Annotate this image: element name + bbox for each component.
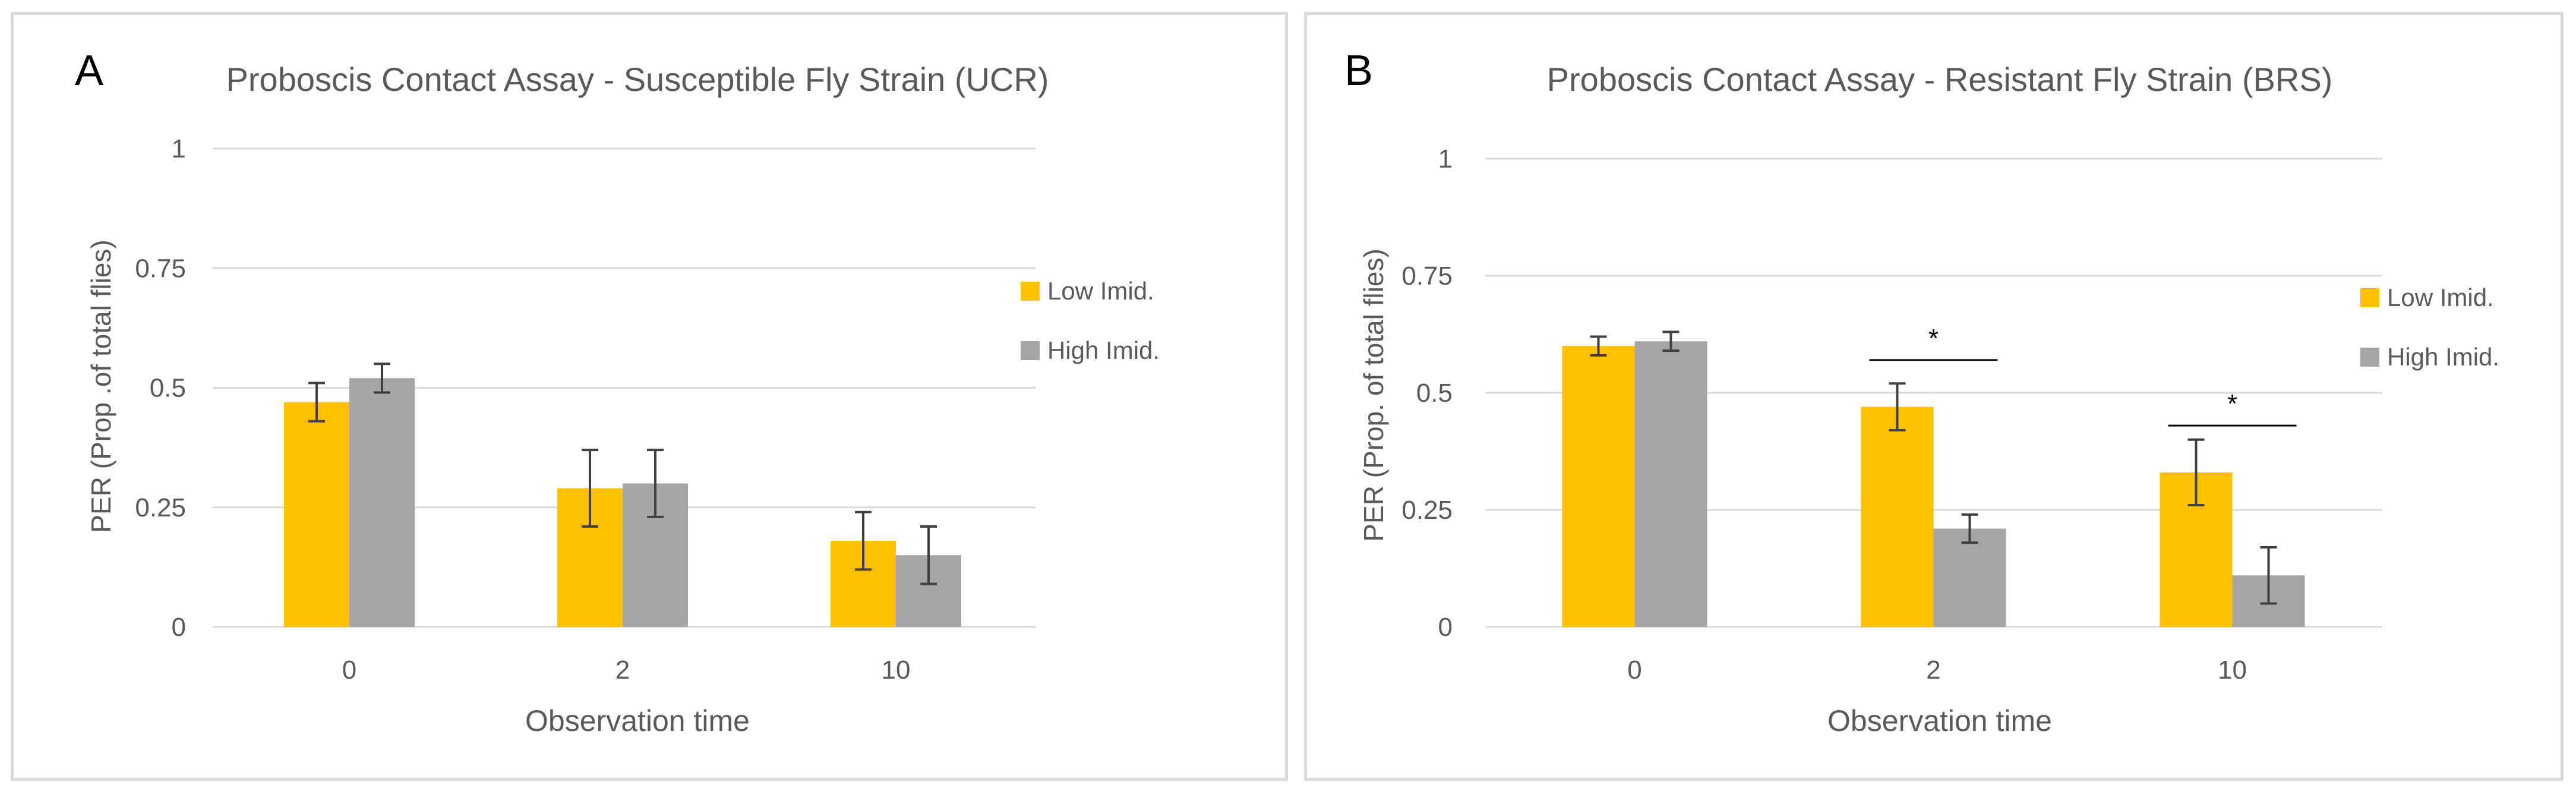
legend-swatch [2360,348,2379,367]
legend-swatch [1021,341,1040,360]
chart-b-svg: B Proboscis Contact Assay - Resistant Fl… [1344,47,2499,737]
chart-a-x-tick-label: 2 [615,655,630,685]
chart-panel-a: A Proboscis Contact Assay - Susceptible … [11,12,1288,781]
legend-label: Low Imid. [1047,277,1154,305]
legend-label: High Imid. [1047,336,1160,364]
chart-a-y-tick-label: 1 [172,134,186,163]
chart-a-svg: A Proboscis Contact Assay - Susceptible … [75,47,1160,737]
chart-b-bar-high-0 [1634,341,1707,627]
panel-letter-b: B [1344,47,1373,94]
chart-a-y-tick-label: 0 [172,613,186,642]
legend-swatch [2360,288,2379,307]
chart-b-error-bar [1662,330,1680,352]
chart-b-legend-item-high: High Imid. [2360,343,2499,371]
chart-a-error-bar [582,449,598,528]
chart-a-x-axis-label: Observation time [525,704,750,737]
panel-letter-a: A [75,47,103,94]
chart-a-error-bar [855,510,872,571]
chart-a-y-tick-label: 0.5 [150,374,186,403]
chart-b-y-tick-label: 0 [1438,613,1453,642]
chart-a-y-tick-label: 0.75 [135,254,186,283]
chart-b-x-tick-label: 10 [2218,655,2247,685]
chart-b-bar-low-2 [1861,406,1934,627]
chart-a-error-bar [374,362,390,394]
chart-a-x-tick-label: 0 [342,655,356,685]
chart-b-bar-low-0 [1562,346,1635,627]
chart-b-error-bar [1961,513,1978,544]
chart-b-y-tick-label: 0.75 [1401,261,1453,291]
chart-b-y-axis-label: PER (Prop. of total flies) [1358,248,1389,541]
legend-label: High Imid. [2387,343,2499,371]
chart-b-y-tick-label: 0.5 [1416,379,1453,408]
legend-swatch [1021,282,1040,301]
chart-a-error-bar [920,525,937,585]
chart-b-legend-item-low: Low Imid. [2360,283,2494,311]
chart-b-error-bar [2260,546,2277,605]
chart-b-error-bar [1889,382,1906,432]
chart-panel-b: B Proboscis Contact Assay - Resistant Fl… [1304,12,2564,781]
chart-a-y-axis-label: PER (Prop .of total flies) [86,239,116,532]
chart-a-error-bar [308,382,325,423]
chart-b-x-tick-label: 2 [1926,655,1940,685]
chart-b-error-bar [1590,335,1607,357]
chart-b-significance-marker: * [2227,389,2237,418]
chart-b-bar-high-2 [1933,528,2006,627]
chart-b-significance-marker: * [1928,324,1939,353]
chart-a-title: Proboscis Contact Assay - Susceptible Fl… [226,61,1049,98]
chart-b-x-tick-label: 0 [1627,655,1641,685]
chart-a-bar-low-0 [284,402,349,627]
chart-a-error-bar [647,449,664,518]
chart-b-x-axis-label: Observation time [1827,704,2052,737]
legend-label: Low Imid. [2387,283,2494,311]
chart-a-legend-item-high: High Imid. [1021,336,1160,364]
chart-a-x-tick-label: 10 [882,655,911,685]
chart-b-y-tick-label: 0.25 [1401,496,1453,525]
chart-a-legend-item-low: Low Imid. [1021,277,1154,305]
chart-b-y-tick-label: 1 [1438,144,1453,174]
chart-a-bar-high-0 [349,378,415,627]
chart-b-error-bar [2187,438,2205,507]
chart-a-y-tick-label: 0.25 [135,493,186,522]
chart-b-title: Proboscis Contact Assay - Resistant Fly … [1547,61,2333,98]
